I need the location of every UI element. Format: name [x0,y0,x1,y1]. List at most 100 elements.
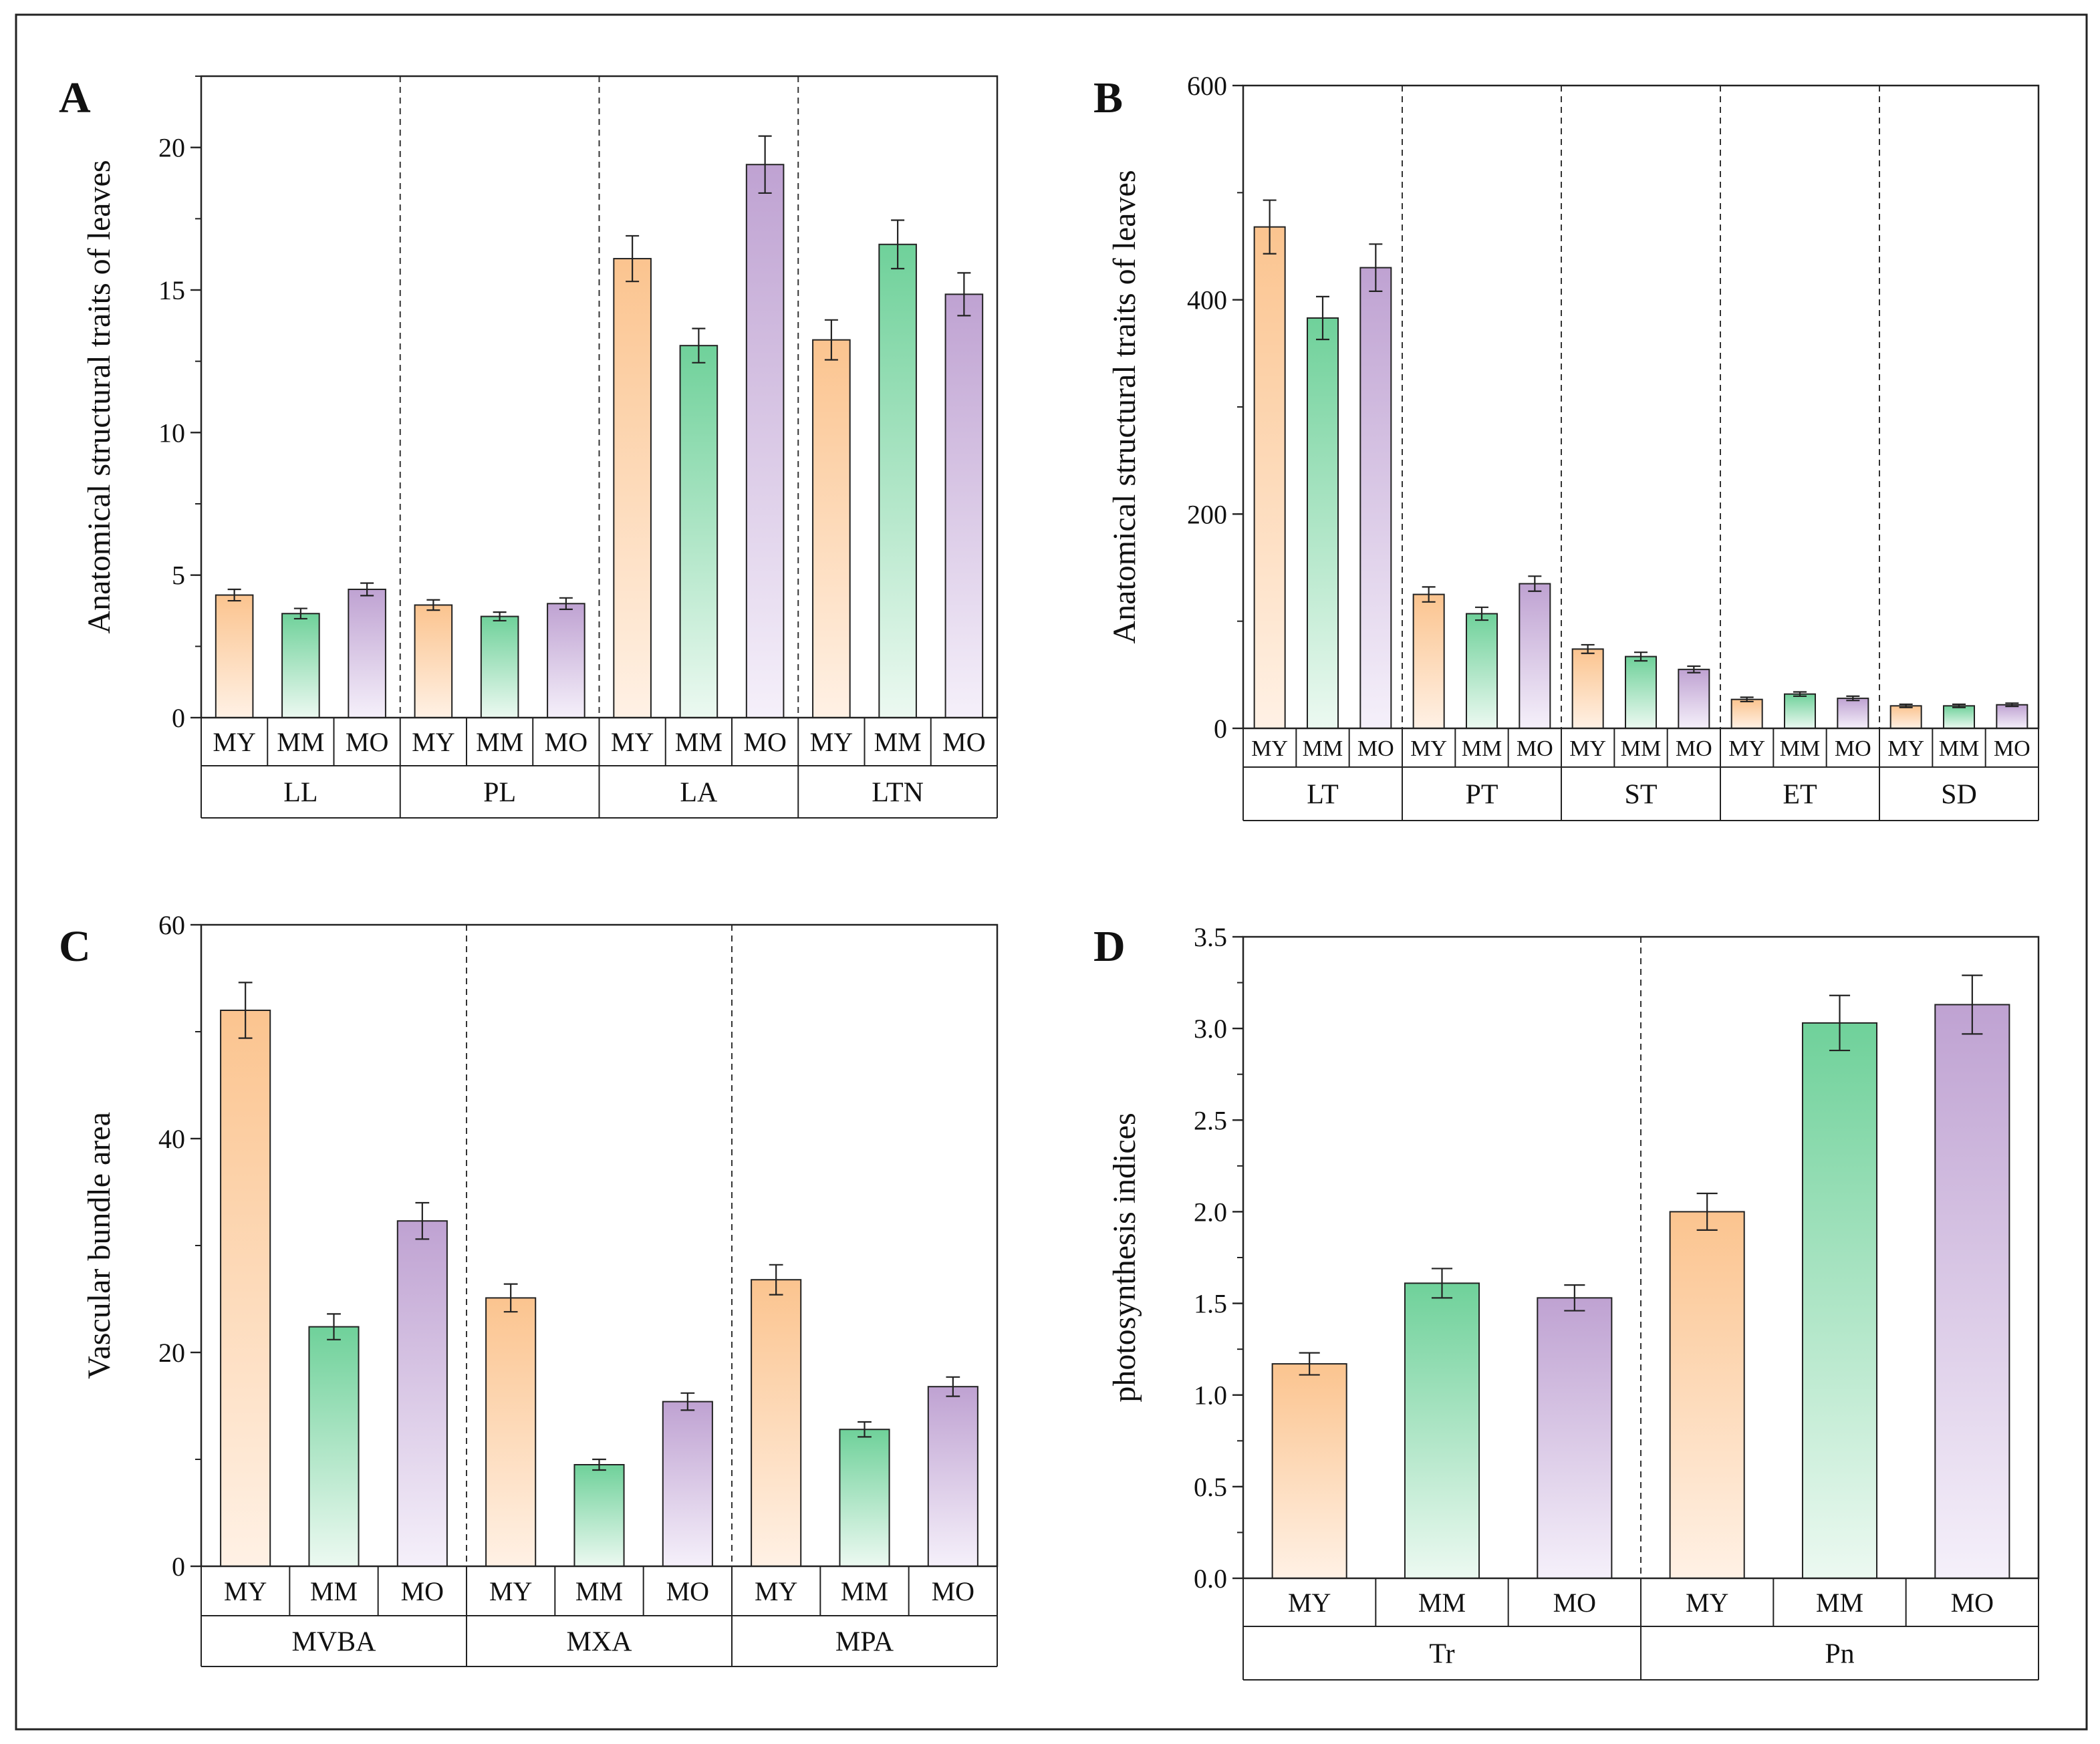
bar-Pn-MM [1801,1022,1878,1579]
y-axis-label: photosynthesis indices [1107,1113,1142,1402]
level-label-MY: MY [224,1576,267,1606]
bar-Tr-MM [1404,1282,1480,1580]
bar-MVBA-MY [220,1010,271,1567]
error-bar-LT-MM [1316,295,1329,341]
category-table [1242,1578,2039,1681]
y-tick-label: 5 [172,561,185,591]
level-label-MO: MO [545,727,587,757]
y-tick-label: 0 [172,703,185,733]
bar-MVBA-MM [308,1326,360,1567]
level-label-MY: MY [1288,1588,1331,1618]
y-tick-label: 0 [172,1552,185,1582]
level-label-MM: MM [1939,736,1979,761]
error-bar-SD-MY [1899,703,1913,708]
level-label-MO: MO [346,727,388,757]
error-bar-ET-MO [1846,695,1860,702]
bar-Tr-MO [1537,1297,1613,1580]
error-bar-PL-MY [426,599,440,611]
bar-ET-MY [1730,698,1763,729]
y-tick-label: 2.0 [1194,1197,1227,1227]
group-label-MXA: MXA [566,1627,632,1658]
level-label-MO: MO [401,1576,444,1606]
bar-SD-MY [1889,705,1922,729]
y-tick-label: 1.5 [1194,1289,1227,1319]
error-bar-LA-MY [626,235,640,283]
panel-A: A 0 5 10 15 20 Anatomical structural traits of… [59,74,999,819]
error-bar-PT-MO [1528,575,1542,592]
error-bar-LTN-MY [824,319,838,361]
level-label-MM: MM [575,1576,623,1606]
y-tick-label: 0.0 [1194,1564,1227,1594]
bar-MPA-MM [839,1429,890,1567]
bar-ET-MO [1837,698,1869,730]
y-tick-label: 10 [158,418,185,448]
bar-PL-MO [547,603,585,718]
error-bar-ST-MO [1687,665,1701,674]
bar-Pn-MO [1934,1004,2010,1579]
y-tick-label: 2.5 [1194,1105,1227,1135]
level-label-MO: MO [1994,736,2030,761]
bar-LTN-MY [812,339,851,718]
panel-D: D 0.0 0.5 1.0 1.5 2.0 2.5 3.0 3.5 photosynthesis … [1093,922,2040,1681]
bar-MXA-MM [573,1464,625,1567]
bar-PT-MY [1412,593,1445,729]
y-tick-label: 600 [1187,71,1227,101]
bar-PL-MY [414,604,453,719]
error-bar-ST-MY [1581,643,1595,654]
bar-ST-MO [1678,668,1710,729]
level-label-MY: MY [1410,736,1447,761]
level-label-MM: MM [310,1576,358,1606]
group-label-LL: LL [283,778,317,809]
error-bar-MXA-MM [592,1458,606,1471]
y-tick-label: 3.5 [1194,922,1227,952]
error-bar-PL-MO [559,597,573,610]
error-bar-Tr-MM [1431,1268,1453,1299]
group-label-LA: LA [680,778,718,809]
bar-MPA-MY [751,1279,802,1567]
error-bar-ET-MM [1793,691,1807,698]
error-bar-PT-MM [1475,606,1488,621]
bar-LT-MO [1359,267,1392,730]
error-bar-Tr-MY [1299,1352,1320,1376]
bar-SD-MO [1996,704,2028,730]
error-bar-Tr-MO [1564,1284,1585,1312]
level-label-MY: MY [1569,736,1606,761]
level-label-MM: MM [1780,736,1820,761]
level-label-MO: MO [1951,1588,1994,1618]
bar-MPA-MO [927,1386,978,1567]
group-label-PT: PT [1465,780,1498,811]
error-bar-LL-MY [227,588,241,602]
group-label-ST: ST [1624,780,1657,811]
bar-LA-MM [679,345,718,718]
group-label-Pn: Pn [1825,1639,1854,1670]
y-tick-label: 0.5 [1194,1472,1227,1502]
bar-LTN-MO [944,293,984,718]
level-label-MM: MM [841,1576,888,1606]
level-label-MY: MY [213,727,255,757]
group-label-LT: LT [1307,780,1338,811]
level-label-MO: MO [1553,1588,1596,1618]
group-label-PL: PL [483,778,516,809]
bar-LT-MM [1306,317,1339,729]
bar-Tr-MY [1271,1363,1347,1579]
group-label-LTN: LTN [872,778,924,809]
level-label-MM: MM [1462,736,1502,761]
error-bar-MPA-MO [946,1376,960,1397]
error-bar-LTN-MM [891,219,905,270]
level-label-MO: MO [1676,736,1712,761]
error-bar-LL-MO [360,582,374,597]
level-label-MM: MM [1621,736,1661,761]
level-label-MY: MY [489,1576,532,1606]
bar-LA-MY [613,258,652,719]
error-bar-MXA-MO [680,1392,695,1411]
outer-frame [15,13,2088,1731]
level-label-MY: MY [1686,1588,1728,1618]
bar-ST-MM [1624,656,1658,729]
y-axis-label: Vascular bundle area [82,1112,117,1379]
bar-LL-MY [215,594,254,718]
error-bar-LA-MM [692,327,706,364]
bar-PT-MO [1519,583,1551,729]
error-bar-LT-MY [1263,199,1277,255]
y-tick-label: 3.0 [1194,1014,1227,1044]
